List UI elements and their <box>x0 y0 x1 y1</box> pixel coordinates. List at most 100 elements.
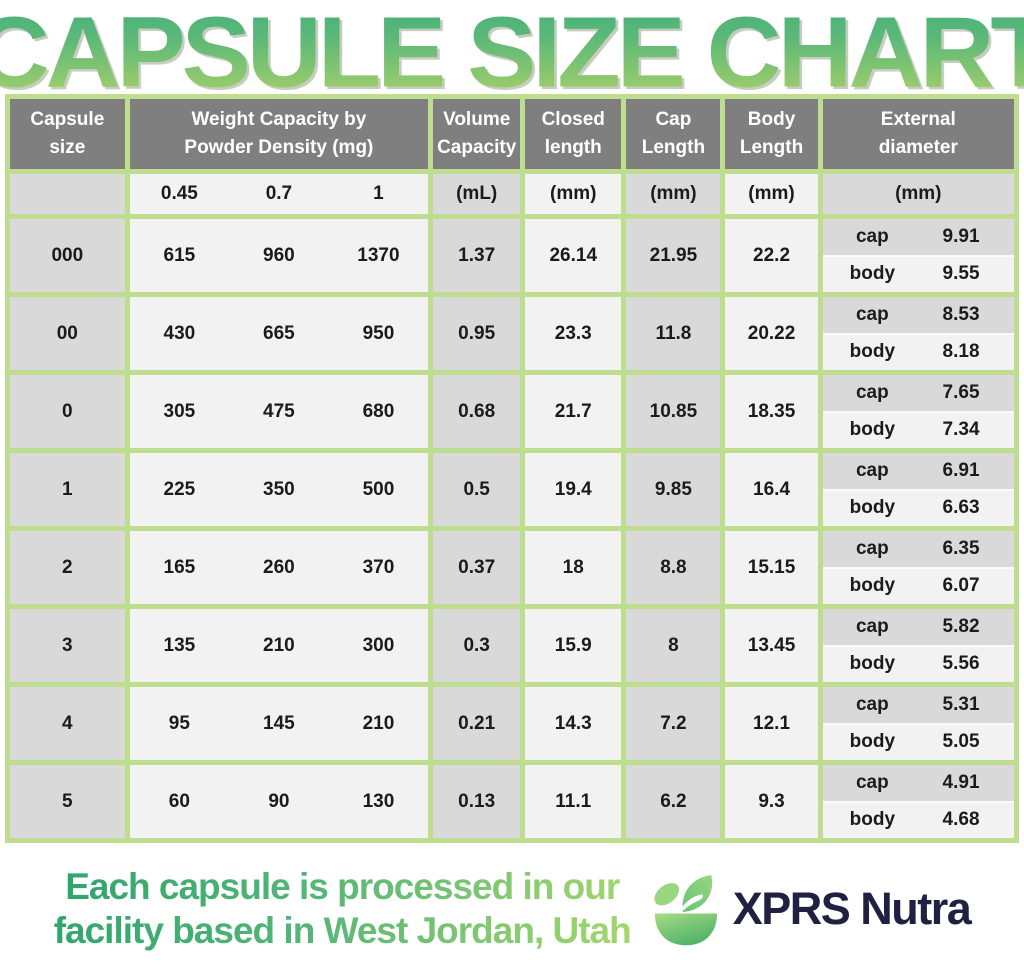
body-length-cell: 9.3 <box>725 765 818 838</box>
cap-label: cap <box>855 381 889 403</box>
page-title-wrap: CAPSULE SIZE CHART <box>0 0 1024 102</box>
body-label: body <box>849 497 896 519</box>
table-row-1: 1 225 350 500 0.5 19.4 9.85 16.4 cap 6.9… <box>10 453 1014 526</box>
units-closed: (mm) <box>525 174 622 214</box>
external-cap-row: cap 6.91 <box>822 453 1014 491</box>
weight-07: 260 <box>263 556 295 578</box>
capsule-size-cell: 000 <box>10 219 125 292</box>
body-label: body <box>849 575 896 597</box>
body-length-cell: 15.15 <box>725 531 818 604</box>
units-densities: 0.45 0.7 1 <box>129 174 429 214</box>
weight-045: 225 <box>163 478 196 500</box>
body-diameter-value: 5.56 <box>942 653 980 675</box>
weight-capacity-cell: 135 210 300 <box>129 609 429 682</box>
external-diameter-cell: cap 8.53 body 8.18 <box>822 297 1014 370</box>
body-label: body <box>849 731 896 753</box>
capsule-size-cell: 0 <box>10 375 125 448</box>
footer-tagline: Each capsule is processed in our facilit… <box>54 865 631 952</box>
cap-diameter-value: 6.35 <box>942 537 980 559</box>
cap-length-cell: 8.8 <box>626 531 721 604</box>
body-length-cell: 16.4 <box>725 453 818 526</box>
header-weight-capacity: Weight Capacity by Powder Density (mg) <box>129 99 429 169</box>
external-cap-row: cap 5.82 <box>822 609 1014 647</box>
footer-tagline-line2: facility based in West Jordan, Utah <box>53 909 631 951</box>
weight-045: 60 <box>168 790 190 812</box>
cap-length-cell: 6.2 <box>626 765 721 838</box>
capsule-size-cell: 2 <box>10 531 125 604</box>
external-diameter-cell: cap 6.35 body 6.07 <box>822 531 1014 604</box>
cap-diameter-value: 4.91 <box>942 771 980 793</box>
external-body-row: body 5.05 <box>822 724 1014 760</box>
volume-cell: 0.68 <box>433 375 521 448</box>
table-row-00: 00 430 665 950 0.95 23.3 11.8 20.22 cap … <box>10 297 1014 370</box>
weight-capacity-cell: 60 90 130 <box>129 765 429 838</box>
weight-07: 960 <box>263 244 295 266</box>
cap-diameter-value: 7.65 <box>942 381 980 403</box>
cap-diameter-value: 5.82 <box>942 615 980 637</box>
header-closed-length: Closed length <box>525 99 622 169</box>
header-closed-line1: Closed <box>541 109 605 131</box>
external-body-row: body 7.34 <box>822 412 1014 448</box>
volume-cell: 0.3 <box>433 609 521 682</box>
external-diameter-cell: cap 6.91 body 6.63 <box>822 453 1014 526</box>
external-diameter-cell: cap 5.31 body 5.05 <box>822 687 1014 760</box>
closed-length-cell: 11.1 <box>525 765 622 838</box>
header-body-length: Body Length <box>725 99 818 169</box>
header-volume-capacity: Volume Capacity <box>433 99 521 169</box>
capsule-size-cell: 00 <box>10 297 125 370</box>
body-label: body <box>849 809 896 831</box>
external-cap-row: cap 5.31 <box>822 687 1014 725</box>
weight-1: 1370 <box>357 244 400 266</box>
body-diameter-value: 8.18 <box>942 341 980 363</box>
cap-label: cap <box>855 303 889 325</box>
cap-label: cap <box>855 693 889 715</box>
header-ext-line1: External <box>880 109 956 131</box>
weight-07: 90 <box>268 790 290 812</box>
capsule-size-cell: 5 <box>10 765 125 838</box>
mortar-leaves-icon <box>654 874 717 945</box>
footer: Each capsule is processed in our facilit… <box>0 865 1024 952</box>
header-body-line2: Length <box>739 137 804 158</box>
cap-diameter-value: 6.91 <box>942 459 980 481</box>
body-length-cell: 22.2 <box>725 219 818 292</box>
brand-logo: XPRS Nutra <box>649 868 972 950</box>
closed-length-cell: 18 <box>525 531 622 604</box>
external-diameter-cell: cap 7.65 body 7.34 <box>822 375 1014 448</box>
brand-name: XPRS Nutra <box>732 882 972 934</box>
body-diameter-value: 9.55 <box>942 263 980 285</box>
weight-045: 305 <box>163 400 196 422</box>
external-body-row: body 5.56 <box>822 646 1014 682</box>
table-header-row: Capsule size Weight Capacity by Powder D… <box>10 99 1014 169</box>
body-diameter-value: 6.63 <box>942 497 980 519</box>
weight-07: 475 <box>263 400 295 422</box>
weight-1: 130 <box>362 790 395 812</box>
weight-1: 210 <box>362 712 395 734</box>
units-density-07: 0.7 <box>265 183 293 204</box>
volume-cell: 0.37 <box>433 531 521 604</box>
weight-07: 210 <box>263 634 295 656</box>
external-diameter-cell: cap 4.91 body 4.68 <box>822 765 1014 838</box>
weight-1: 500 <box>362 478 395 500</box>
cap-length-cell: 21.95 <box>626 219 721 292</box>
capsule-size-cell: 1 <box>10 453 125 526</box>
footer-tagline-line1: Each capsule is processed in our <box>65 866 620 907</box>
closed-length-cell: 23.3 <box>525 297 622 370</box>
external-cap-row: cap 9.91 <box>822 219 1014 257</box>
weight-045: 165 <box>163 556 196 578</box>
external-cap-row: cap 8.53 <box>822 297 1014 335</box>
header-volume-line2: Capacity <box>437 137 517 158</box>
weight-1: 680 <box>362 400 395 422</box>
weight-capacity-cell: 430 665 950 <box>129 297 429 370</box>
body-length-cell: 12.1 <box>725 687 818 760</box>
body-length-cell: 13.45 <box>725 609 818 682</box>
cap-diameter-value: 9.91 <box>942 225 980 247</box>
table-row-2: 2 165 260 370 0.37 18 8.8 15.15 cap 6.35 <box>10 531 1014 604</box>
cap-label: cap <box>855 615 889 637</box>
weight-07: 145 <box>263 712 295 734</box>
weight-045: 135 <box>163 634 196 656</box>
table-row-4: 4 95 145 210 0.21 14.3 7.2 12.1 cap 5.31 <box>10 687 1014 760</box>
body-label: body <box>849 653 896 675</box>
volume-cell: 0.95 <box>433 297 521 370</box>
external-body-row: body 8.18 <box>822 334 1014 370</box>
